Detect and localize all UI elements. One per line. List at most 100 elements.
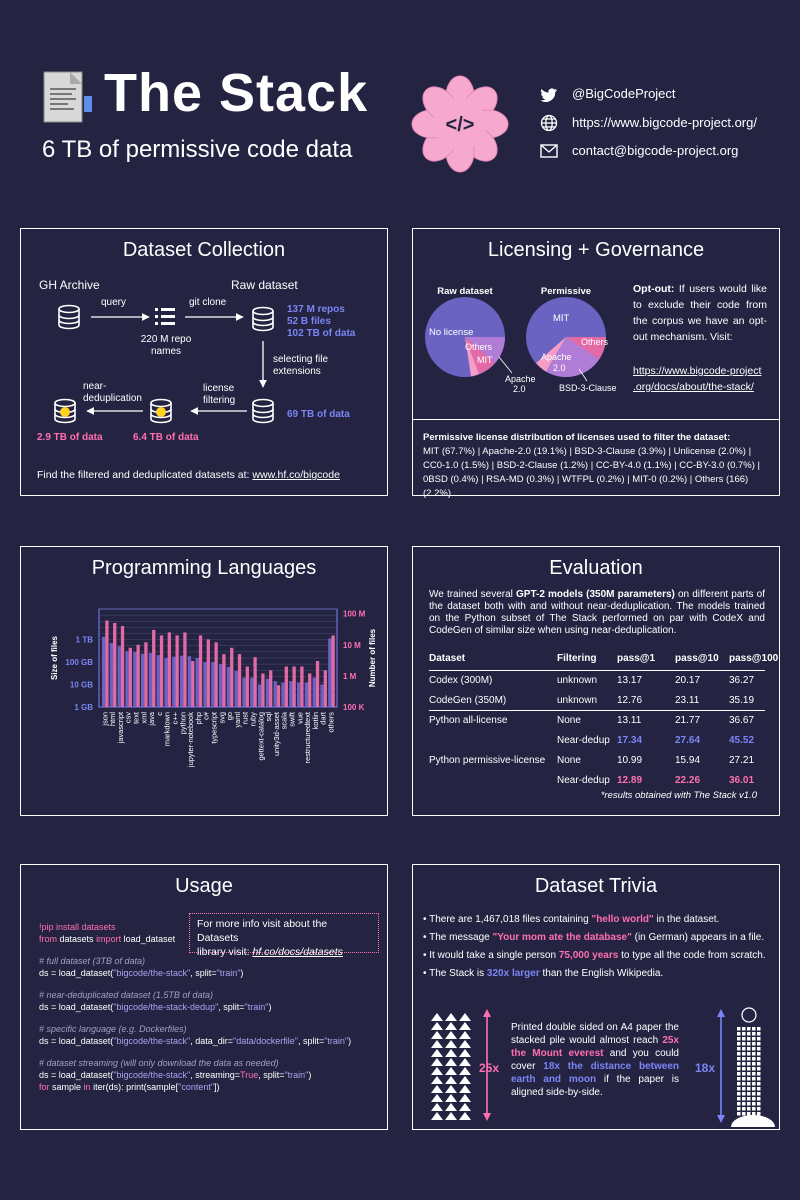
dedup-database-icon [54,398,76,424]
bar-count-html [113,623,117,707]
earth-unit [742,1067,746,1071]
earth-unit [747,1072,751,1076]
earth-unit [742,1112,746,1116]
x-tick-label: yaml [233,712,242,728]
bar-count-xml [144,642,148,707]
table-cell: 17.34 [617,735,643,746]
mountain-icon [431,1103,443,1111]
dist-title: Permissive license distribution of licen… [423,432,731,443]
earth-unit [737,1047,741,1051]
bigcode-hf-link[interactable]: www.hf.co/bigcode [252,469,340,481]
earth-unit [747,1067,751,1071]
mountain-icon [459,1049,471,1057]
multiplier-18x: 18x [695,1061,716,1075]
earth-unit [742,1107,746,1111]
dedup-line-1: near- [83,381,106,392]
table-cell: 36.01 [729,775,755,786]
bar-count-java [152,629,156,707]
earth-unit [742,1092,746,1096]
earth-unit [757,1032,761,1036]
table-cell: 12.89 [617,775,643,786]
x-tick-label: java [147,711,156,726]
query-label: query [101,297,126,308]
x-tick-label: sql [264,712,273,722]
collection-footer-text: Find the filtered and deduplicated datas… [37,469,250,481]
globe-icon [540,114,558,132]
mountain-icon [445,1031,457,1039]
bar-count-python [183,632,187,707]
mountain-icon [445,1013,457,1021]
bar-size-scala [281,682,285,707]
bar-size-sql [265,678,270,707]
mountain-icon [459,1076,471,1084]
bar-count-svg [222,654,226,707]
code-line: for sample in iter(ds): print(sample["co… [39,1082,220,1092]
mountain-icon [431,1067,443,1075]
table-cell: 45.52 [729,735,755,746]
optout-link-line-2: .org/docs/about/the-stack/ [633,381,754,393]
mountain-icon [459,1103,471,1111]
mountain-icon [445,1049,457,1057]
code-line: from datasets import load_dataset [39,934,176,944]
mountain-icon [431,1031,443,1039]
y2-tick-label: 100 K [343,703,365,712]
table-cell: Near-dedup [557,775,610,786]
mountain-icon [445,1094,457,1102]
optout-body: If users would like to exclude their cod… [633,283,768,343]
trivia-item: • The message "Your mom ate the database… [423,932,765,943]
email-link: contact@bigcode-project.org [572,143,739,158]
repo-names-line-1: 220 M repo [141,334,192,345]
table-cell: 23.11 [675,695,700,706]
mountain-icon [445,1058,457,1066]
raw-license-pie [425,297,505,377]
x-tick-label: vue [295,712,304,724]
earth-unit [757,1052,761,1056]
code-block: !pip install datasets from datasets impo… [39,921,379,1093]
y2-tick-label: 10 M [343,641,361,650]
divider [413,419,779,420]
dist-line: MIT (67.7%) | Apache-2.0 (19.1%) | BSD-3… [423,446,752,457]
optout-link[interactable]: https://www.bigcode-project .org/docs/ab… [633,363,761,395]
mountain-icon [431,1049,443,1057]
earth-unit [752,1037,756,1041]
earth-unit [747,1062,751,1066]
earth-unit [752,1052,756,1056]
earth-unit [757,1072,761,1076]
table-cell: None [557,755,581,766]
earth-unit [742,1077,746,1081]
y-tick-label: 100 GB [65,658,93,667]
y-axis-label: Size of files [50,635,59,680]
earth-unit [742,1052,746,1056]
table-header-cell: pass@100 [729,653,779,664]
paper-fact: Printed double sided on A4 paper the sta… [511,1022,679,1098]
mountain-icon [459,1022,471,1030]
earth-unit [737,1097,741,1101]
table-row: Python permissive-license None 10.99 15.94 2… [429,751,765,771]
code-line: ds = load_dataset("bigcode/the-stack-ded… [39,1002,272,1012]
table-header-cell: pass@1 [617,653,656,664]
panel-title: Dataset Trivia [534,875,658,897]
y2-tick-label: 1 M [343,672,357,681]
datasets-docs-link[interactable]: hf.co/docs/datasets [252,946,343,958]
earth-unit [757,1057,761,1061]
earth-unit [747,1097,751,1101]
mountain-icon [459,1013,471,1021]
mountain-icon [431,1085,443,1093]
earth-unit [747,1077,751,1081]
table-cell: 36.67 [729,715,755,726]
earth-unit [747,1082,751,1086]
earth-unit [757,1067,761,1071]
earth-unit [747,1107,751,1111]
table-cell: Python permissive-license [429,755,546,766]
bar-size-dart [320,684,324,707]
mountain-icon [445,1085,457,1093]
earth-unit [757,1112,761,1116]
table-header-cell: Dataset [429,653,466,664]
mountain-icon [459,1067,471,1075]
raw-mit: MIT [477,355,493,365]
license-database-icon [150,398,172,424]
earth-unit [747,1027,751,1031]
x-tick-label: gettext-catalog [256,712,265,760]
logo-glyph: </> [446,114,475,136]
earth-unit [742,1037,746,1041]
